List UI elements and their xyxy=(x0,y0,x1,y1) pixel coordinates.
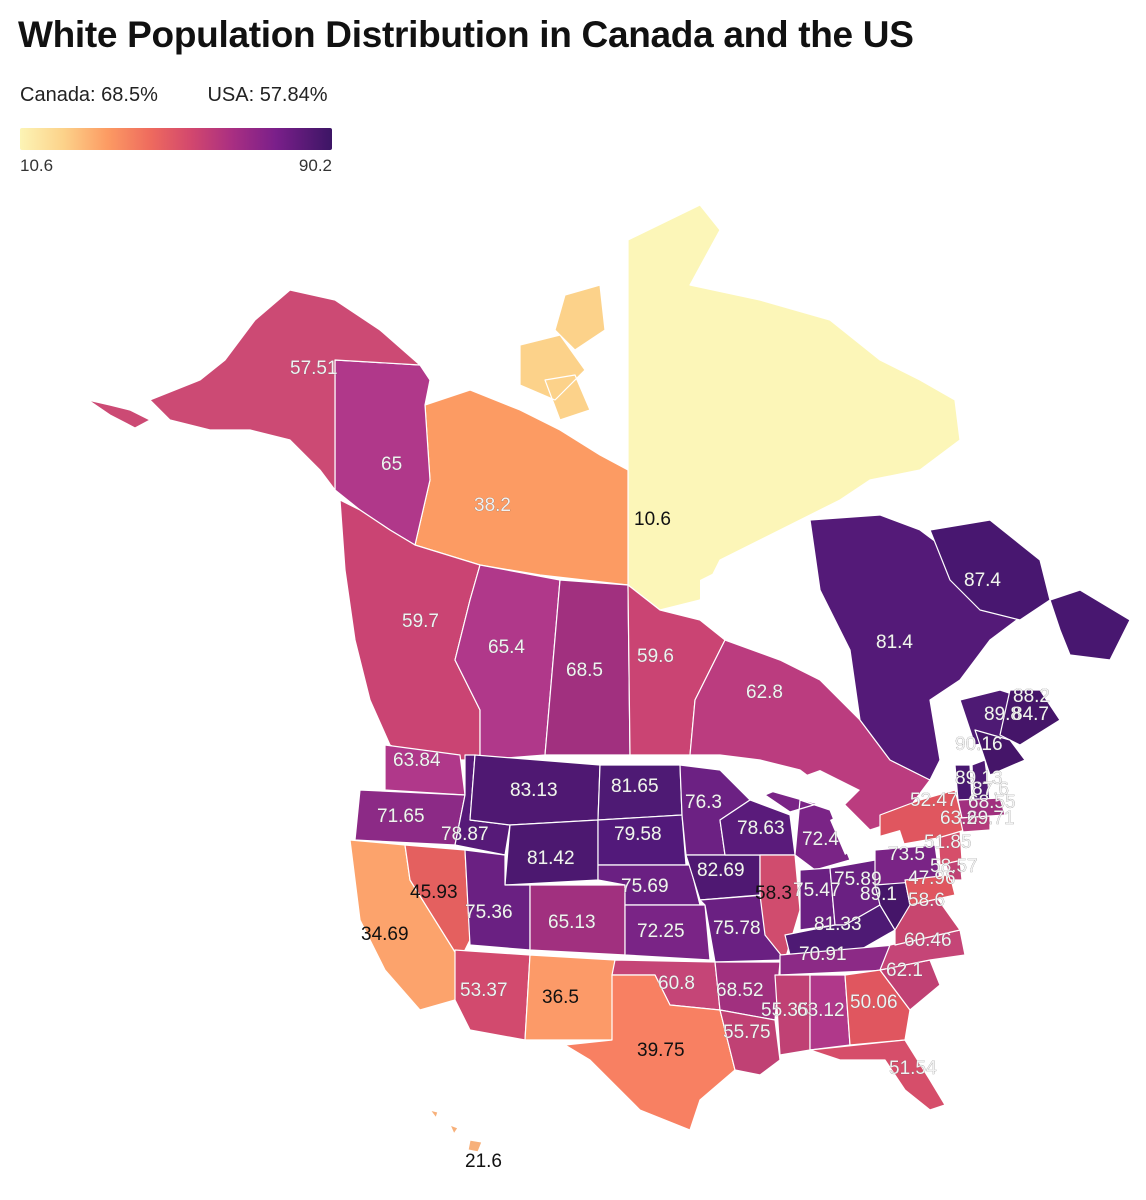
label-sask: 68.5 xyxy=(566,660,603,681)
label-quebec: 81.4 xyxy=(876,632,913,653)
label-nwt: 38.2 xyxy=(474,495,511,516)
label-alabama: 63.12 xyxy=(797,1000,845,1021)
region-connecticut[interactable] xyxy=(959,815,991,833)
label-washington: 63.84 xyxy=(393,750,441,771)
label-nl: 87.4 xyxy=(964,570,1001,591)
label-texas: 39.75 xyxy=(637,1040,685,1061)
legend-max-label: 90.2 xyxy=(298,156,332,175)
label-ri: 68.55 xyxy=(968,792,1016,813)
label-ns: 89.8 xyxy=(984,704,1021,725)
map-title: White Population Distribution in Canada … xyxy=(18,14,914,55)
legend-gradient-bar xyxy=(20,128,332,150)
label-michigan: 72.4 xyxy=(802,829,839,850)
label-nb: 84.7 xyxy=(1012,704,1049,725)
region-arizona[interactable] xyxy=(454,949,531,1041)
label-louisiana: 55.75 xyxy=(723,1022,771,1043)
region-hawaii[interactable] xyxy=(429,1109,483,1153)
label-mississippi: 55.35 xyxy=(761,1000,809,1021)
label-nd: 81.65 xyxy=(611,776,659,797)
label-pa: 73.5 xyxy=(888,844,925,865)
region-maryland[interactable] xyxy=(904,874,956,906)
region-maine[interactable] xyxy=(974,729,1026,776)
great-lakes xyxy=(765,770,905,855)
label-bc: 59.7 xyxy=(402,611,439,632)
label-maine: 90.16 xyxy=(955,734,1003,755)
label-utah: 75.36 xyxy=(465,902,513,923)
label-ct: 63.2 xyxy=(940,808,977,829)
label-oklahoma: 60.8 xyxy=(658,973,695,994)
label-ontario: 62.8 xyxy=(746,682,783,703)
label-md: 47.96 xyxy=(908,868,956,889)
label-hawaii: 21.6 xyxy=(465,1151,502,1172)
label-georgia: 50.06 xyxy=(850,992,898,1013)
label-nj: 51.85 xyxy=(924,832,972,853)
label-illinois: 58.3 xyxy=(755,883,792,904)
label-kansas: 72.25 xyxy=(637,921,685,942)
label-minnesota: 76.3 xyxy=(685,792,722,813)
label-nm: 36.5 xyxy=(542,987,579,1008)
region-newfoundland-labrador[interactable] xyxy=(929,519,1131,661)
label-montana: 83.13 xyxy=(510,780,558,801)
region-yukon[interactable] xyxy=(334,359,431,546)
label-alaska: 57.51 xyxy=(290,358,338,379)
label-nunavut: 10.6 xyxy=(634,509,671,530)
canada-summary: Canada: 68.5% xyxy=(20,84,158,106)
region-nova-scotia[interactable] xyxy=(999,689,1061,746)
region-kansas[interactable] xyxy=(624,904,711,961)
label-wisconsin: 78.63 xyxy=(737,818,785,839)
label-manitoba: 59.6 xyxy=(637,646,674,667)
label-vermont: 89.13 xyxy=(955,768,1003,789)
label-alberta: 65.4 xyxy=(488,637,525,658)
label-arizona: 53.37 xyxy=(460,980,508,1001)
region-florida[interactable] xyxy=(809,1039,946,1111)
label-ma: 69.71 xyxy=(967,808,1015,829)
label-nh: 87.6 xyxy=(972,779,1009,800)
label-arkansas: 68.52 xyxy=(716,980,764,1001)
label-ny: 52.47 xyxy=(910,790,958,811)
label-wyoming: 81.42 xyxy=(527,848,575,869)
label-nevada: 45.93 xyxy=(410,882,458,903)
hudson-bay xyxy=(700,550,860,720)
label-pei: 88.2 xyxy=(1013,686,1050,707)
label-colorado: 65.13 xyxy=(548,912,596,933)
label-idaho: 78.87 xyxy=(441,824,489,845)
label-tennessee: 70.91 xyxy=(799,944,847,965)
label-florida: 51.54 xyxy=(889,1058,937,1079)
legend-min-label: 10.6 xyxy=(20,156,54,175)
color-legend: 10.6 90.2 xyxy=(20,128,332,175)
region-alaska[interactable] xyxy=(149,289,421,491)
label-missouri: 75.78 xyxy=(713,918,761,939)
region-arctic-islands xyxy=(519,284,606,421)
label-kentucky: 81.33 xyxy=(814,914,862,935)
label-california: 34.69 xyxy=(361,924,409,945)
label-virginia: 58.6 xyxy=(908,890,945,911)
label-oregon: 71.65 xyxy=(377,806,425,827)
region-louisiana[interactable] xyxy=(719,1009,781,1076)
label-indiana: 75.47 xyxy=(793,880,841,901)
label-ohio: 75.89 xyxy=(834,869,882,890)
summary-line: Canada: 68.5% USA: 57.84% xyxy=(20,84,328,107)
value-labels: 57.51 65 38.2 10.6 87.4 81.4 59.7 65.4 6… xyxy=(290,358,1050,1172)
region-nevada[interactable] xyxy=(404,844,471,961)
label-sc: 62.1 xyxy=(886,960,923,981)
region-alaska-aleutians xyxy=(87,399,151,429)
label-nebraska: 75.69 xyxy=(621,876,669,897)
label-iowa: 82.69 xyxy=(697,860,745,881)
region-texas[interactable] xyxy=(564,974,736,1131)
region-massachusetts[interactable] xyxy=(957,797,1006,819)
label-de: 58.57 xyxy=(930,856,978,877)
label-nc: 60.46 xyxy=(904,930,952,951)
usa-summary: USA: 57.84% xyxy=(207,84,328,106)
label-yukon: 65 xyxy=(381,454,402,475)
label-wv: 89.1 xyxy=(860,884,897,905)
label-sd: 79.58 xyxy=(614,824,662,845)
